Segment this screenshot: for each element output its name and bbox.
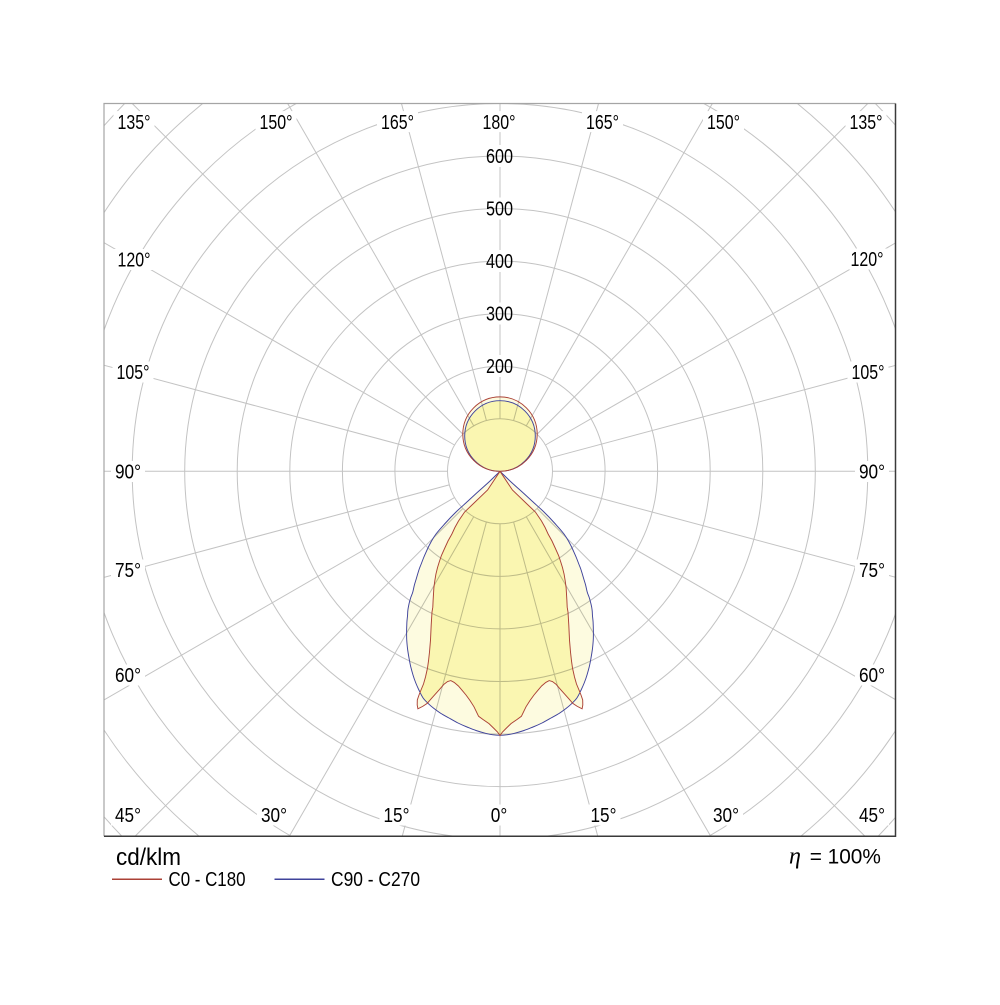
svg-text:75°: 75° xyxy=(115,560,141,582)
svg-text:15°: 15° xyxy=(384,805,410,827)
svg-text:60°: 60° xyxy=(859,665,885,687)
svg-text:90°: 90° xyxy=(859,462,885,484)
svg-text:165°: 165° xyxy=(586,112,619,134)
svg-text:300: 300 xyxy=(486,304,513,326)
svg-text:180°: 180° xyxy=(483,112,516,134)
svg-text:150°: 150° xyxy=(707,112,740,134)
svg-text:135°: 135° xyxy=(118,112,151,134)
svg-text:135°: 135° xyxy=(850,112,883,134)
svg-text:cd/klm: cd/klm xyxy=(116,844,181,871)
svg-text:200: 200 xyxy=(486,356,513,378)
svg-text:C90 - C270: C90 - C270 xyxy=(331,869,420,891)
svg-text:165°: 165° xyxy=(381,112,414,134)
svg-text:45°: 45° xyxy=(115,805,141,827)
svg-text:30°: 30° xyxy=(713,805,739,827)
svg-text:15°: 15° xyxy=(591,805,617,827)
svg-text:75°: 75° xyxy=(859,560,885,582)
svg-text:60°: 60° xyxy=(115,665,141,687)
svg-text:120°: 120° xyxy=(851,249,884,271)
svg-text:C0 - C180: C0 - C180 xyxy=(169,869,246,891)
svg-text:45°: 45° xyxy=(859,805,885,827)
svg-text:30°: 30° xyxy=(261,805,287,827)
svg-text:105°: 105° xyxy=(852,362,885,384)
svg-text:105°: 105° xyxy=(117,362,150,384)
svg-text:500: 500 xyxy=(486,199,513,221)
svg-text:150°: 150° xyxy=(260,112,293,134)
svg-text:90°: 90° xyxy=(115,462,141,484)
svg-text:600: 600 xyxy=(486,146,513,168)
svg-text:0°: 0° xyxy=(491,805,508,827)
svg-text:120°: 120° xyxy=(118,250,151,272)
svg-text:η = 100%: η = 100% xyxy=(789,844,881,870)
svg-text:400: 400 xyxy=(486,251,513,273)
